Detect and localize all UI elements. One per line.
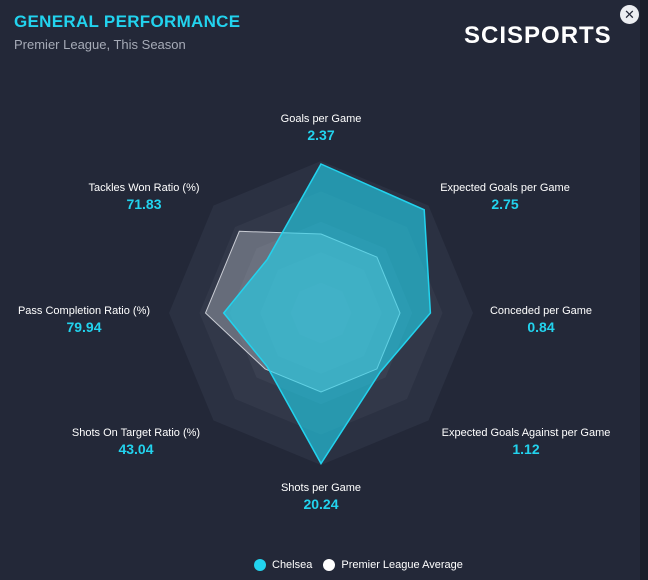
axis-value: 43.04 (118, 441, 154, 457)
legend-item-league-average[interactable]: Premier League Average (323, 559, 463, 571)
axis-label-expected-goals-against: Expected Goals Against per Game 1.12 (442, 427, 611, 457)
axis-name: Tackles Won Ratio (%) (88, 182, 200, 194)
scisports-logo: SCISPORTS (464, 22, 612, 49)
axis-label-conceded-per-game: Conceded per Game 0.84 (490, 305, 592, 335)
panel-subtitle: Premier League, This Season (14, 37, 186, 52)
axis-value: 0.84 (527, 319, 555, 335)
legend-item-chelsea[interactable]: Chelsea (254, 559, 312, 571)
chart-legend: Chelsea Premier League Average (254, 559, 474, 571)
axis-name: Pass Completion Ratio (%) (17, 305, 151, 317)
axis-value: 20.24 (303, 496, 339, 512)
axis-label-shots-per-game: Shots per Game 20.24 (281, 482, 361, 512)
legend-dot-chelsea (254, 559, 266, 571)
axis-name: Expected Goals Against per Game (441, 427, 611, 439)
legend-label: Premier League Average (341, 559, 463, 571)
axis-label-expected-goals-per-game: Expected Goals per Game 2.75 (440, 182, 570, 212)
axis-name: Shots On Target Ratio (%) (71, 427, 201, 439)
axis-name: Conceded per Game (489, 305, 593, 317)
panel-title: GENERAL PERFORMANCE (14, 12, 241, 31)
axis-name: Shots per Game (280, 482, 362, 494)
legend-label: Chelsea (272, 559, 313, 571)
axis-value: 1.12 (512, 441, 540, 457)
close-icon[interactable]: ✕ (620, 5, 639, 24)
axis-name: Goals per Game (280, 113, 362, 125)
axis-label-goals-per-game: Goals per Game 2.37 (281, 113, 362, 143)
axis-value: 2.75 (491, 196, 519, 212)
axis-label-pass-completion-ratio: Pass Completion Ratio (%) 79.94 (18, 305, 150, 335)
axis-value: 79.94 (66, 319, 102, 335)
axis-value: 2.37 (307, 127, 335, 143)
scrollbar[interactable] (640, 0, 648, 580)
axis-label-shots-on-target-ratio: Shots On Target Ratio (%) 43.04 (72, 427, 200, 457)
axis-label-tackles-won-ratio: Tackles Won Ratio (%) 71.83 (88, 182, 199, 212)
axis-name: Expected Goals per Game (440, 182, 570, 194)
axis-value: 71.83 (126, 196, 162, 212)
legend-dot-league-average (323, 559, 336, 571)
series-polygon-chelsea (222, 163, 432, 465)
